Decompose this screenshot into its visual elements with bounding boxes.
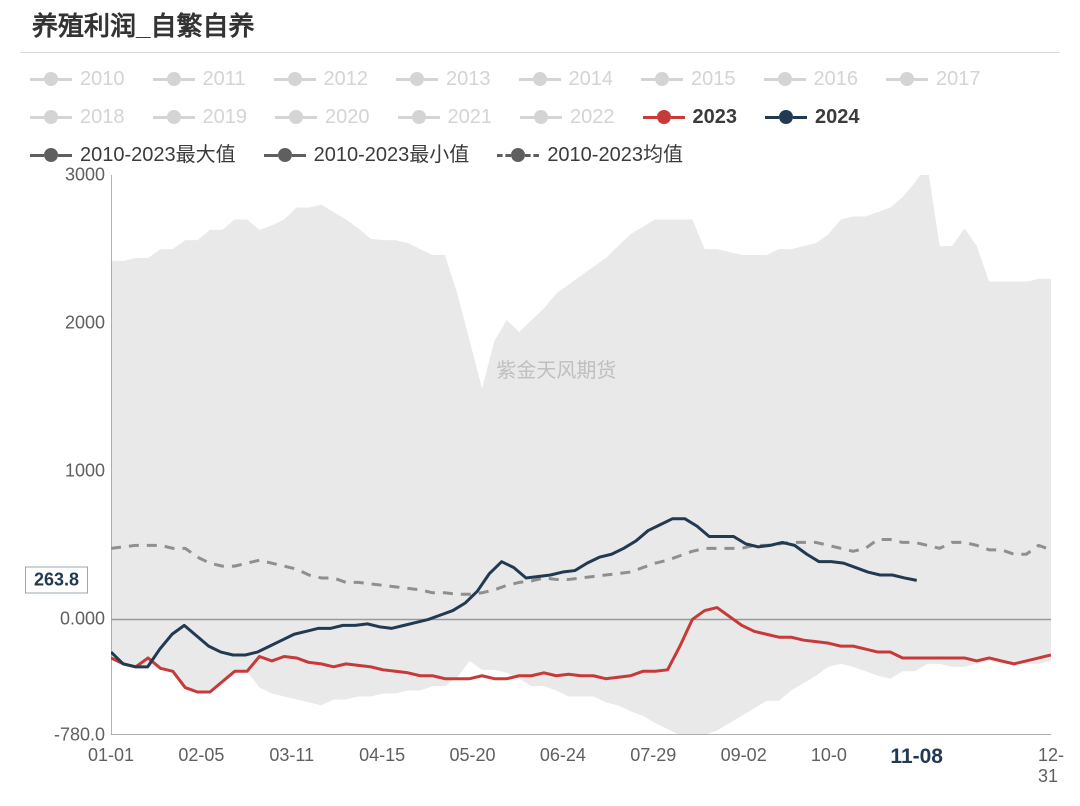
- y-current-badge: 263.8: [25, 567, 88, 594]
- legend: 2010 2011 2012 2013 2014 2015 2016 2017 2018 2019…: [30, 60, 1050, 174]
- legend-item-2017[interactable]: 2017: [886, 60, 981, 98]
- plot: 紫金天风期货: [111, 175, 1051, 735]
- legend-item-2010-2023最小值[interactable]: 2010-2023最小值: [264, 136, 470, 174]
- legend-item-2011[interactable]: 2011: [153, 60, 246, 98]
- x-tick-label: 11-08: [890, 745, 943, 769]
- chart-title: 养殖利润_自繁自养: [32, 6, 254, 43]
- legend-item-2022[interactable]: 2022: [520, 98, 615, 136]
- y-tick-label: -780.0: [25, 725, 105, 746]
- legend-item-2013[interactable]: 2013: [396, 60, 491, 98]
- x-tick-label: 06-24: [540, 745, 586, 766]
- legend-item-2015[interactable]: 2015: [641, 60, 736, 98]
- y-tick-label: 3000: [25, 165, 105, 186]
- x-tick-label: 02-05: [178, 745, 224, 766]
- y-tick-label: 1000: [25, 461, 105, 482]
- x-tick-label: 10-0: [811, 745, 847, 766]
- chart-title-text: 养殖利润_自繁自养: [32, 11, 254, 41]
- x-tick-label: 09-02: [721, 745, 767, 766]
- legend-item-2020[interactable]: 2020: [275, 98, 370, 136]
- x-tick-label: 07-29: [630, 745, 676, 766]
- title-divider: [20, 52, 1060, 53]
- legend-item-2024[interactable]: 2024: [765, 98, 860, 136]
- x-tick-label: 12-31: [1038, 745, 1064, 787]
- x-axis-labels: 01-0102-0503-1104-1505-2006-2407-2909-02…: [111, 745, 1051, 775]
- chart-area: 3000200010000.000-780.0263.8 紫金天风期货 01-0…: [25, 175, 1055, 775]
- y-axis-labels: 3000200010000.000-780.0263.8: [25, 175, 105, 735]
- x-tick-label: 01-01: [88, 745, 134, 766]
- x-tick-label: 04-15: [359, 745, 405, 766]
- legend-item-2023[interactable]: 2023: [643, 98, 738, 136]
- legend-item-2010[interactable]: 2010: [30, 60, 125, 98]
- legend-item-2012[interactable]: 2012: [274, 60, 369, 98]
- y-tick-label: 2000: [25, 313, 105, 334]
- legend-item-2010-2023均值[interactable]: 2010-2023均值: [497, 136, 683, 174]
- legend-item-2014[interactable]: 2014: [519, 60, 614, 98]
- legend-item-2019[interactable]: 2019: [153, 98, 248, 136]
- legend-item-2018[interactable]: 2018: [30, 98, 125, 136]
- plot-svg: [111, 175, 1051, 735]
- range-band: [111, 175, 1051, 735]
- x-tick-label: 03-11: [269, 745, 314, 766]
- legend-item-2021[interactable]: 2021: [398, 98, 493, 136]
- legend-item-2016[interactable]: 2016: [764, 60, 859, 98]
- y-tick-label: 0.000: [25, 609, 105, 630]
- x-tick-label: 05-20: [450, 745, 496, 766]
